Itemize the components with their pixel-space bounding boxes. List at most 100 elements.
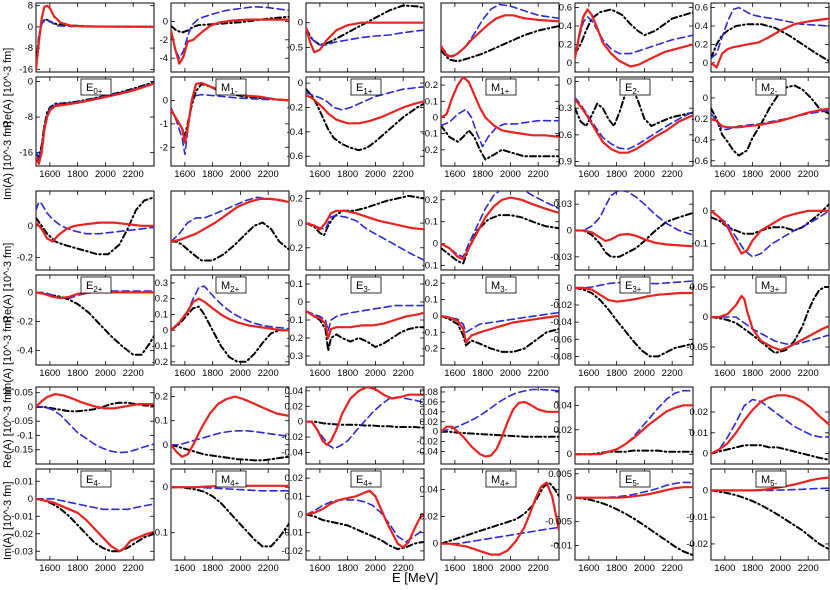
x-tick-label: 1600 — [309, 169, 330, 180]
series-line — [171, 5, 289, 59]
series-line — [36, 498, 154, 511]
series-line — [441, 124, 559, 161]
y-tick-label: 0.2 — [425, 80, 438, 91]
series-line — [306, 88, 424, 152]
y-tick-label: 0 — [298, 417, 303, 428]
y-tick-label: 0.02 — [285, 401, 304, 412]
series-line — [36, 291, 154, 356]
y-tick-label: -0.01 — [686, 512, 708, 523]
x-tick-label: 2200 — [258, 169, 279, 180]
panel-frame — [170, 386, 290, 465]
panel-label-box — [485, 276, 517, 294]
x-tick-label: 2000 — [365, 368, 386, 379]
x-tick-label: 2200 — [123, 563, 144, 574]
y-tick-label: 0.2 — [559, 39, 572, 50]
series-line — [575, 98, 693, 154]
panel-label: E5- — [625, 474, 640, 488]
panel-frame — [35, 76, 155, 167]
y-tick-label: -0.2 — [287, 333, 303, 344]
y-tick-label: -0.4 — [287, 127, 303, 138]
panel-frame — [440, 274, 560, 366]
y-tick-label: -0.2 — [692, 114, 708, 125]
x-tick-label: 1800 — [337, 368, 358, 379]
y-tick-label: 0.2 — [425, 278, 438, 289]
y-tick-label: -8 — [25, 43, 33, 54]
y-tick-label: 0 — [28, 221, 33, 232]
x-tick-label: 1800 — [472, 563, 493, 574]
panel-label-box — [215, 78, 247, 96]
x-tick-label: 2000 — [95, 563, 116, 574]
series-line — [36, 290, 154, 299]
y-tick-label: 0.1 — [425, 295, 438, 306]
series-line — [441, 400, 559, 458]
y-tick-label: 0.1 — [425, 96, 438, 107]
y-tick-label: -0.04 — [550, 317, 572, 328]
series-line — [171, 221, 289, 262]
y-tick-label: 0 — [433, 311, 438, 322]
panel-frame — [35, 386, 155, 465]
y-tick-label: -0.02 — [11, 529, 33, 540]
y-tick-label: -0.04 — [416, 447, 438, 458]
y-tick-label: -0.03 — [11, 546, 33, 557]
y-tick-label: -16 — [19, 148, 33, 159]
x-tick-label: 2200 — [798, 368, 819, 379]
series-line — [441, 214, 559, 265]
y-tick-label: 0.05 — [15, 388, 34, 399]
y-tick-label: 0.2 — [695, 39, 708, 50]
series-line — [171, 197, 289, 243]
x-tick-label: 1800 — [742, 563, 763, 574]
series-line — [441, 191, 559, 258]
x-tick-label: 1600 — [174, 169, 195, 180]
series-line — [306, 309, 424, 340]
x-tick-label: 2000 — [500, 368, 521, 379]
series-line — [441, 311, 559, 334]
x-tick-label: 1800 — [67, 169, 88, 180]
y-tick-label: 0.1 — [155, 416, 168, 427]
panel-frame — [35, 2, 155, 73]
series-line — [441, 481, 559, 556]
y-tick-label: 0 — [28, 402, 33, 413]
series-line — [711, 209, 829, 255]
panel-label: E3- — [356, 280, 371, 294]
x-tick-label: 2000 — [500, 169, 521, 180]
y-tick-label: 0.005 — [548, 469, 572, 480]
panel-label-box — [755, 276, 787, 294]
x-tick-label: 2000 — [634, 563, 655, 574]
panel-frame — [35, 468, 155, 561]
series-line — [306, 420, 424, 429]
series-line — [441, 526, 559, 545]
series-line — [441, 314, 559, 353]
y-tick-label: -0.3 — [287, 351, 303, 362]
panel-frame — [35, 274, 155, 366]
y-tick-label: 0 — [567, 58, 572, 69]
series-line — [306, 499, 424, 543]
x-tick-label: 2000 — [500, 563, 521, 574]
series-line — [441, 3, 559, 58]
y-tick-label: -4 — [160, 53, 168, 64]
series-line — [171, 196, 289, 243]
y-tick-label: -0.1 — [692, 239, 708, 250]
y-tick-label: -0.02 — [550, 300, 572, 311]
y-tick-label: -0.5 — [287, 42, 303, 53]
x-tick-label: 2000 — [230, 563, 251, 574]
y-tick-label: -0.03 — [550, 252, 572, 263]
x-tick-label: 1600 — [714, 368, 735, 379]
y-tick-label: -0.2 — [152, 357, 168, 368]
panel-frame — [574, 76, 694, 167]
series-line — [575, 229, 693, 248]
panel-frame — [305, 2, 425, 73]
x-tick-label: 2000 — [634, 368, 655, 379]
panel-frame — [35, 190, 155, 271]
x-tick-label: 1600 — [444, 563, 465, 574]
series-line — [171, 486, 289, 548]
y-tick-label: 0.6 — [695, 3, 708, 14]
y-tick-label: 0 — [298, 297, 303, 308]
y-tick-label: -0.2 — [17, 252, 33, 263]
y-tick-label: -0.1 — [152, 528, 168, 539]
series-line — [575, 481, 693, 499]
panel-label: E0+ — [86, 82, 103, 96]
y-tick-label: 0 — [567, 226, 572, 237]
y-tick-label: -2 — [160, 142, 168, 153]
series-line — [575, 211, 693, 258]
y-tick-label: 0 — [298, 18, 303, 29]
